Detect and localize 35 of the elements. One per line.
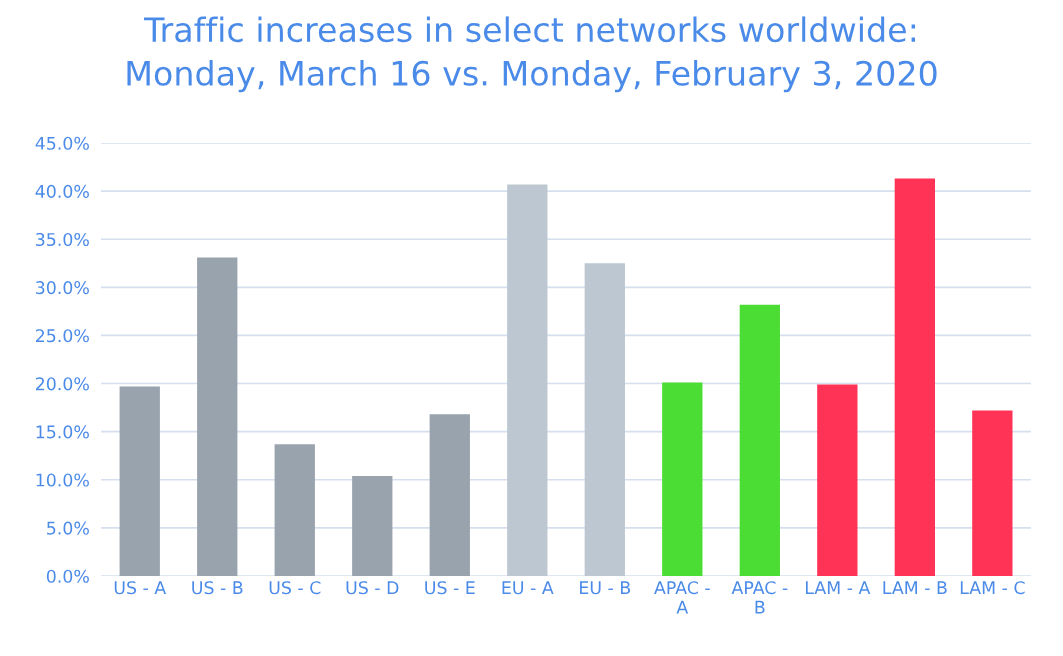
x-tick-label: US - E <box>425 581 475 595</box>
bar <box>817 384 858 576</box>
y-tick-label: 25.0% <box>35 329 89 343</box>
bar <box>429 414 470 576</box>
y-tick-label: 30.0% <box>36 281 89 295</box>
x-tick-label: EU - A <box>502 581 554 595</box>
y-tick-label: 35.0% <box>36 232 89 247</box>
bar <box>119 386 160 576</box>
y-tick-label: 40.0% <box>35 184 89 198</box>
x-tick-label: APAC - A <box>654 581 710 614</box>
y-tick-label: 5.0% <box>47 521 89 535</box>
y-tick-label: 45.0% <box>35 136 89 150</box>
x-tick-label: LAM - A <box>805 581 871 595</box>
y-tick-label: 20.0% <box>35 377 89 391</box>
x-tick-label: LAM - C <box>960 581 1025 595</box>
bar <box>739 304 780 576</box>
x-tick-label: LAM - B <box>883 581 947 595</box>
x-tick-label: US - B <box>192 581 243 595</box>
bar <box>972 410 1013 576</box>
x-tick-label: US - A <box>114 581 167 595</box>
x-tick-label: APAC - B <box>731 581 788 614</box>
bar <box>274 444 315 576</box>
bar <box>662 382 703 576</box>
bar <box>507 184 548 576</box>
bar <box>584 263 625 576</box>
bar <box>197 257 238 576</box>
bar <box>352 475 393 576</box>
x-tick-label: US - C <box>269 581 321 595</box>
y-tick-label: 15.0% <box>36 425 89 439</box>
y-tick-label: 0.0% <box>46 569 89 583</box>
chart-title: Traffic increases in select networks worldwide: Monday, March 16 vs. Monday, February 3, 2020 <box>127 16 937 93</box>
bar <box>894 178 935 576</box>
y-tick-label: 10.0% <box>36 473 89 487</box>
x-tick-label: US - D <box>346 581 399 595</box>
x-tick-label: EU - B <box>580 581 631 595</box>
